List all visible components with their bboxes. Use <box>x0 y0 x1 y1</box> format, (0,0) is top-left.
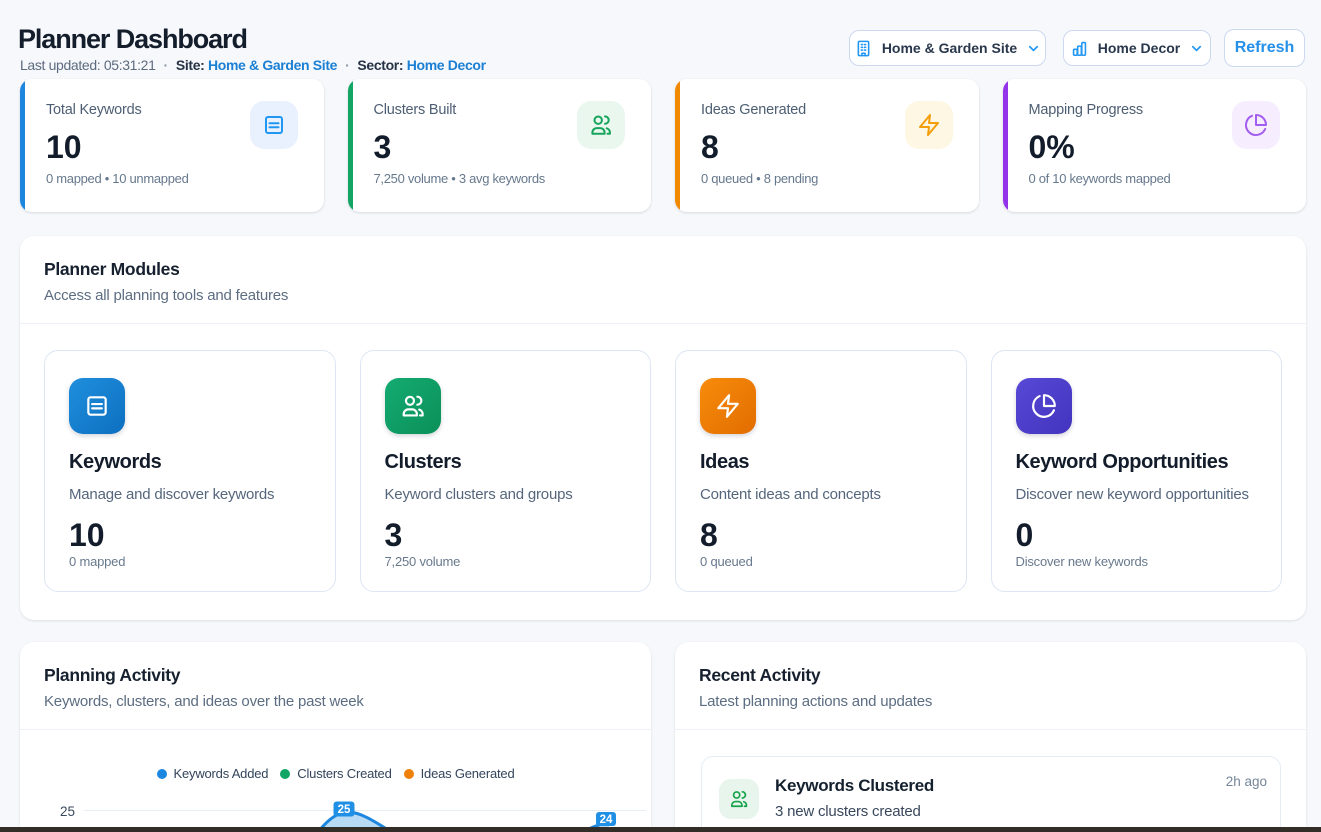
svg-text:25: 25 <box>60 804 75 819</box>
svg-text:25: 25 <box>338 804 351 816</box>
svg-text:24: 24 <box>600 814 613 826</box>
